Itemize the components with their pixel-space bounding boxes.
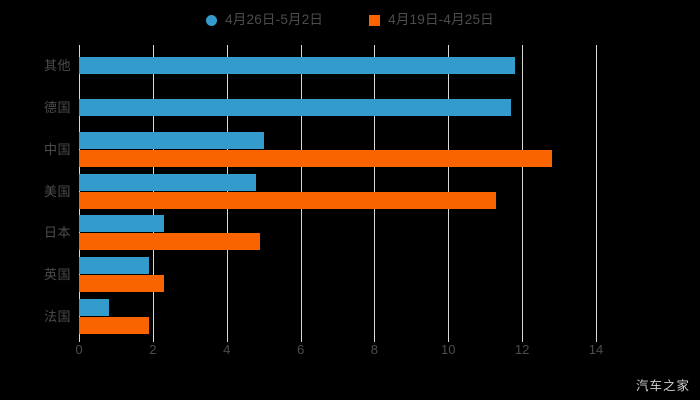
bar-current-week[interactable] [79, 173, 257, 191]
y-tick-label: 中国 [43, 141, 71, 157]
x-tick-mark [374, 337, 376, 342]
y-axis-line [79, 45, 80, 337]
x-tick-label: 14 [588, 342, 604, 357]
legend-square-icon [369, 14, 381, 26]
y-tick-label: 美国 [43, 183, 71, 199]
legend-entry[interactable]: 4月26日-5月2日 [206, 13, 323, 27]
bar-current-week[interactable] [79, 131, 264, 149]
gridline [522, 45, 524, 337]
x-tick-label: 0 [75, 342, 83, 357]
gridline [226, 45, 228, 337]
bar-current-week[interactable] [79, 57, 515, 75]
bar-previous-week[interactable] [79, 191, 497, 209]
bar-current-week[interactable] [79, 99, 512, 117]
y-tick-label: 德国 [43, 100, 71, 116]
legend-circle-icon [206, 14, 218, 26]
x-axis: 0 2 4 6 8 10 12 14 [75, 337, 603, 359]
y-tick-label: 日本 [43, 225, 71, 241]
x-tick-label: 2 [149, 342, 157, 357]
x-tick-mark [226, 337, 228, 342]
bar-current-week[interactable] [79, 298, 109, 316]
x-tick-mark [152, 337, 154, 342]
legend-entry[interactable]: 4月19日-4月25日 [369, 13, 494, 27]
bar-previous-week[interactable] [79, 274, 164, 292]
bar-previous-week[interactable] [79, 149, 552, 167]
legend-label: 4月26日-5月2日 [225, 12, 324, 28]
gridline [596, 45, 597, 337]
x-tick-mark [448, 337, 450, 342]
x-tick-mark [79, 337, 80, 342]
y-axis: 其他德国中国美国日本英国法国 [0, 45, 71, 337]
x-tick-label: 12 [514, 342, 530, 357]
gridline [448, 45, 450, 337]
y-tick-label: 其他 [43, 58, 71, 74]
gridline [152, 45, 154, 337]
y-tick-label: 法国 [43, 308, 71, 324]
x-tick-label: 8 [370, 342, 379, 357]
gridline [374, 45, 376, 337]
gridline [300, 45, 302, 337]
x-tick-label: 4 [223, 342, 231, 357]
legend-label: 4月19日-4月25日 [388, 12, 494, 28]
bar-current-week[interactable] [79, 256, 150, 274]
x-tick-label: 10 [441, 342, 456, 357]
x-tick-label: 6 [296, 342, 305, 357]
x-tick-mark [300, 337, 302, 342]
x-tick-mark [522, 337, 524, 342]
plot-area [79, 45, 597, 337]
chart-legend: 4月26日-5月2日 4月19日-4月25日 [0, 8, 700, 32]
x-tick-mark [596, 337, 597, 342]
y-tick-label: 英国 [43, 266, 71, 282]
bar-previous-week[interactable] [79, 233, 260, 251]
bar-current-week[interactable] [79, 215, 164, 233]
bar-previous-week[interactable] [79, 316, 150, 334]
watermark-label: 汽车之家 [635, 378, 690, 393]
